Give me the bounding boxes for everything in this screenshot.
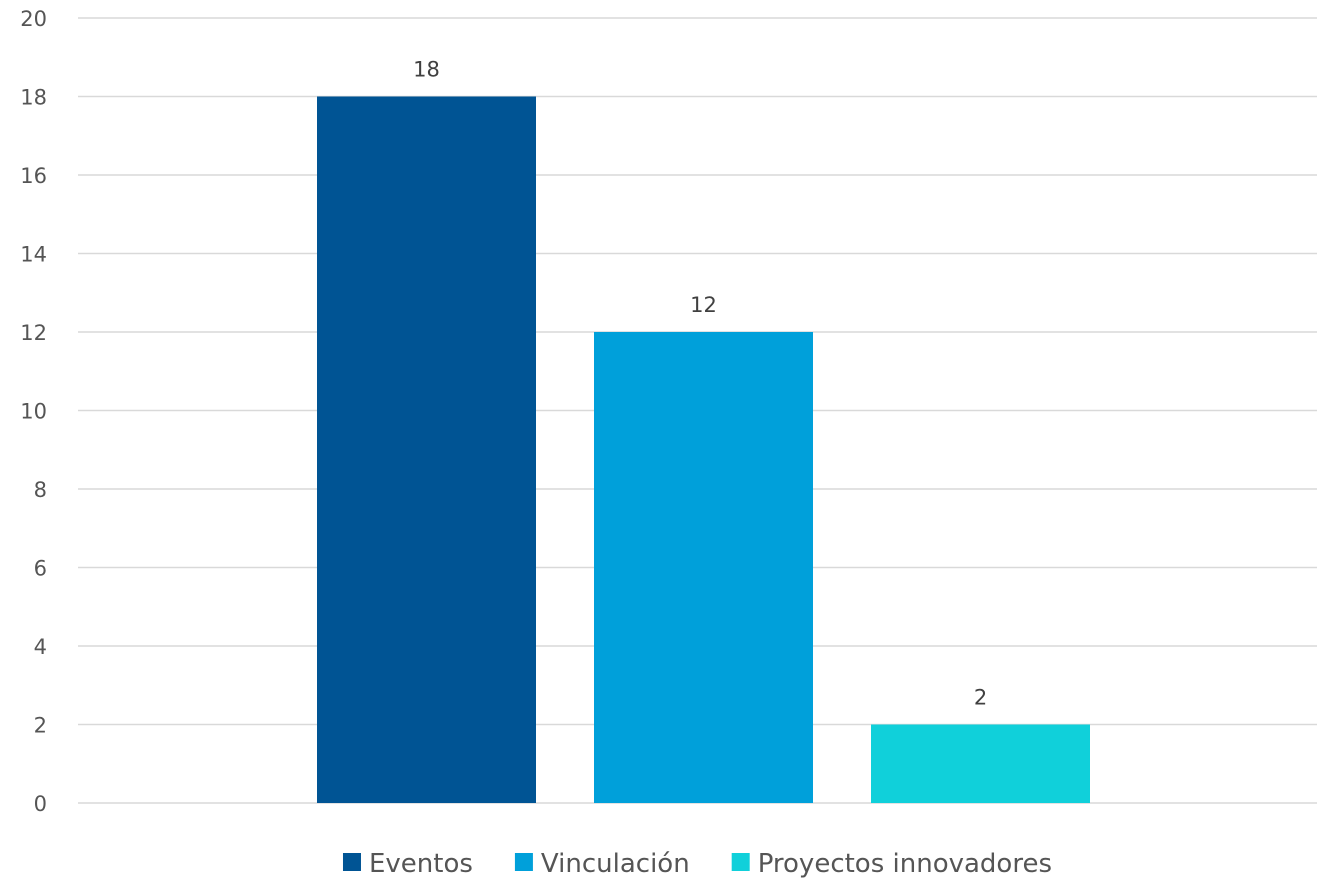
legend-label: Eventos — [369, 849, 473, 879]
legend-label: Proyectos innovadores — [758, 849, 1052, 879]
bar-vinculación — [594, 332, 813, 803]
legend-swatch — [731, 853, 750, 871]
data-label: 12 — [690, 293, 717, 317]
y-axis-tick-labels: 0 2 4 6 8 10 12 14 16 18 20 — [20, 7, 47, 816]
y-tick-label: 4 — [34, 635, 47, 659]
y-tick-label: 12 — [20, 321, 47, 345]
data-labels: 18 12 2 — [413, 58, 987, 710]
legend: Eventos Vinculación Proyectos innovadores — [342, 849, 1052, 879]
bar-eventos — [317, 96, 536, 803]
y-tick-label: 0 — [34, 792, 47, 816]
y-tick-label: 6 — [34, 557, 47, 581]
y-tick-label: 20 — [20, 7, 47, 31]
y-tick-label: 14 — [20, 243, 47, 267]
y-tick-label: 8 — [34, 478, 47, 502]
data-label: 2 — [974, 686, 987, 710]
y-tick-label: 16 — [20, 164, 47, 188]
bars — [317, 96, 1090, 803]
data-label: 18 — [413, 58, 440, 82]
y-tick-label: 18 — [20, 86, 47, 110]
legend-swatch — [514, 853, 533, 871]
y-tick-label: 10 — [20, 400, 47, 424]
legend-swatch — [342, 853, 361, 871]
y-tick-label: 2 — [34, 714, 47, 738]
legend-label: Vinculación — [541, 849, 690, 879]
bar-proyectos-innovadores — [871, 724, 1090, 803]
